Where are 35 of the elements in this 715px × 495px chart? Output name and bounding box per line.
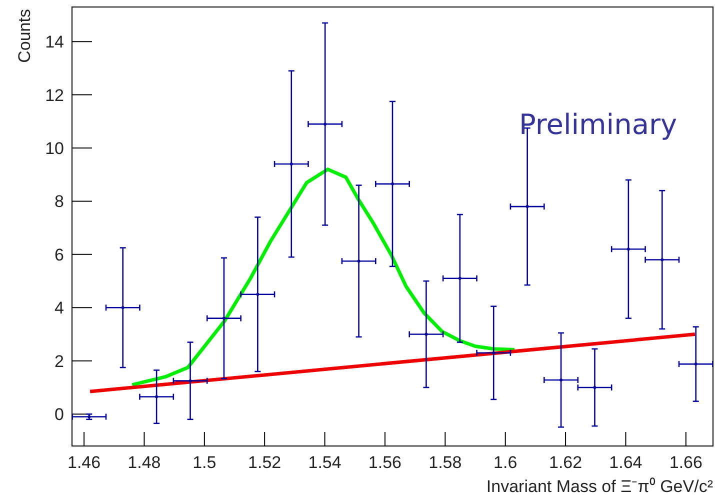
x-tick-label: 1.56: [368, 453, 402, 472]
y-tick-label: 12: [45, 86, 64, 105]
y-tick-label: 10: [45, 138, 64, 158]
y-tick-label: 2: [54, 352, 64, 371]
y-axis-title: Counts: [15, 9, 34, 63]
point: [492, 351, 496, 354]
point: [155, 395, 158, 398]
line-series: [130, 168, 516, 387]
x-tick-label: 1.66: [669, 453, 702, 472]
x-tick-label: 1.52: [248, 453, 282, 472]
y-tick-label: 0: [54, 405, 64, 424]
point: [660, 258, 664, 262]
x-tick-label: 1.5: [192, 453, 216, 472]
point: [526, 205, 529, 208]
annotation: Preliminary: [518, 108, 678, 141]
x-axis-title: Invariant Mass of Ξ⁻π⁰ GeV/c²: [486, 477, 714, 495]
point: [256, 292, 260, 296]
y-tick-label: 8: [54, 192, 64, 212]
y-tick-label: 6: [54, 245, 64, 264]
point: [694, 362, 698, 366]
x-tick-label: 1.46: [67, 453, 101, 472]
x-tick-label: 1.6: [494, 453, 518, 472]
x-tick-label: 1.54: [308, 453, 342, 472]
point: [424, 332, 428, 336]
x-tick-label: 1.62: [548, 453, 582, 472]
point: [188, 379, 192, 382]
point: [357, 260, 360, 263]
point: [222, 316, 226, 320]
y-tick-label: 4: [54, 298, 64, 318]
y-tick-label: 14: [45, 32, 64, 52]
point: [593, 386, 596, 389]
x-tick-label: 1.58: [428, 453, 462, 472]
x-tick-label: 1.48: [128, 453, 161, 472]
point: [121, 306, 124, 310]
x-tick-label: 1.64: [609, 453, 642, 472]
